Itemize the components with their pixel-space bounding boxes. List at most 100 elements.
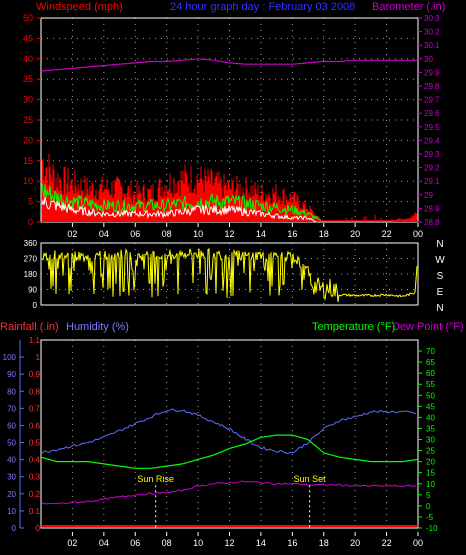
barometer-y-tick-label: 29 (424, 191, 433, 200)
climate-panel-time-tick-label: 08 (162, 538, 172, 548)
rainfall-y-tick-label: 0.1 (29, 507, 41, 516)
humidity-y-tick-label: 70 (7, 404, 16, 413)
temperature-y-tick-label: 65 (426, 358, 435, 367)
barometer-y-tick-label: 29.6 (424, 109, 440, 118)
barometer-y-tick-label: 30 (424, 55, 433, 64)
climate-panel-time-tick-label: 06 (130, 538, 140, 548)
barometer-y-tick-label: 29.2 (424, 164, 440, 173)
humidity-y-tick-label: 50 (7, 439, 16, 448)
barometer-y-tick-label: 30.3 (424, 14, 440, 23)
barometer-y-tick-label: 29.5 (424, 123, 440, 132)
wind-panel-time-tick-label: 00 (413, 229, 423, 239)
direction-y-tick-label: 90 (28, 286, 37, 295)
wind-y-tick-label: 45 (23, 33, 33, 43)
wind-panel-time-tick-label: 10 (193, 229, 203, 239)
rainfall-axis-title: Rainfall (.in) (0, 321, 59, 333)
temperature-y-tick-label: 40 (426, 413, 435, 422)
wind-average-line (41, 183, 324, 223)
temperature-y-tick-label: 35 (426, 424, 435, 433)
compass-label-e: E (437, 287, 444, 298)
direction-y-tick-label: 270 (24, 255, 38, 264)
temperature-y-tick-label: 10 (426, 480, 435, 489)
rainfall-y-tick-label: 0.4 (29, 456, 41, 465)
temperature-line (40, 434, 419, 469)
humidity-y-tick-label: 10 (7, 507, 16, 516)
temperature-y-tick-label: 0 (426, 502, 431, 511)
barometer-y-tick-label: 29.3 (424, 150, 440, 159)
wind-panel-time-tick-label: 12 (224, 229, 234, 239)
rainfall-y-tick-label: 1.1 (29, 336, 41, 345)
compass-label-w: W (435, 255, 445, 266)
humidity-y-tick-label: 20 (7, 490, 16, 499)
wind-y-tick-label: 50 (23, 13, 33, 23)
direction-y-tick-label: 180 (24, 270, 38, 279)
rainfall-y-tick-label: 0.2 (29, 490, 41, 499)
wind-panel-time-tick-label: 16 (287, 229, 297, 239)
wind-panel-time-tick-label: 14 (256, 229, 266, 239)
rainfall-y-tick-label: 0.8 (29, 387, 41, 396)
humidity-y-tick-label: 60 (7, 421, 16, 430)
temperature-y-tick-label: 50 (426, 391, 435, 400)
temperature-y-tick-label: 30 (426, 436, 435, 445)
temperature-y-tick-label: 25 (426, 447, 435, 456)
direction-y-tick-label: 0 (33, 301, 38, 310)
wind-y-tick-label: 15 (23, 156, 33, 166)
climate-panel-frame (40, 339, 419, 529)
wind-y-tick-label: 20 (23, 135, 33, 145)
barometer-y-tick-label: 28.8 (424, 218, 440, 227)
compass-label-n: N (436, 239, 443, 250)
wind-panel-time-tick-label: 02 (67, 229, 77, 239)
humidity-y-tick-label: 30 (7, 473, 16, 482)
humidity-y-tick-label: 40 (7, 456, 16, 465)
wind-y-tick-label: 0 (28, 217, 33, 227)
temperature-y-tick-label: 45 (426, 402, 435, 411)
wind-panel-time-tick-label: 18 (319, 229, 329, 239)
wind-panel-time-tick-label: 22 (382, 229, 392, 239)
wind-minimum-line (41, 196, 323, 223)
temperature-y-tick-label: 55 (426, 380, 435, 389)
barometer-y-tick-label: 29.4 (424, 136, 440, 145)
temperature-y-tick-label: -5 (426, 513, 434, 522)
climate-panel-time-tick-label: 00 (413, 538, 423, 548)
climate-panel-time-tick-label: 10 (193, 538, 203, 548)
wind-y-tick-label: 10 (23, 176, 33, 186)
rainfall-y-tick-label: 0.7 (29, 404, 41, 413)
wind-panel-time-tick-label: 04 (99, 229, 109, 239)
climate-panel-time-tick-label: 12 (224, 538, 234, 548)
temperature-y-tick-label: 5 (426, 491, 431, 500)
rainfall-y-tick-label: 0.9 (29, 370, 41, 379)
rainfall-y-tick-label: 1 (36, 353, 41, 362)
wind-panel-time-tick-label: 06 (130, 229, 140, 239)
humidity-line (41, 408, 417, 455)
humidity-y-tick-label: 100 (3, 353, 17, 362)
compass-label-s: S (437, 271, 444, 282)
windspeed-axis-title: Windspeed (mph) (36, 1, 123, 13)
humidity-y-tick-label: 90 (7, 370, 16, 379)
temperature-y-tick-label: 15 (426, 469, 435, 478)
wind-direction-line (41, 247, 418, 302)
rainfall-y-tick-label: 0.3 (29, 473, 41, 482)
climate-panel-time-tick-label: 20 (350, 538, 360, 548)
wind-y-tick-label: 35 (23, 74, 33, 84)
compass-label-n: N (436, 303, 443, 314)
direction-y-tick-label: 360 (24, 239, 38, 248)
sunrise-label: Sun Rise (137, 474, 174, 484)
humidity-axis-title: Humidity (%) (66, 321, 129, 333)
climate-panel-time-tick-label: 14 (256, 538, 266, 548)
barometer-axis-title: Barometer (.in) (372, 1, 445, 13)
wind-panel-time-tick-label: 08 (162, 229, 172, 239)
chart-panels: 0510152025303540455028.828.92929.129.229… (3, 13, 446, 548)
wind-y-tick-label: 5 (28, 197, 33, 207)
climate-panel-time-tick-label: 04 (99, 538, 109, 548)
barometer-line (40, 58, 418, 72)
barometer-y-tick-label: 29.1 (424, 177, 440, 186)
barometer-y-tick-label: 28.9 (424, 204, 440, 213)
wind-y-tick-label: 30 (23, 95, 33, 105)
sunset-label: Sun Set (294, 474, 327, 484)
rainfall-y-tick-label: 0.6 (29, 421, 41, 430)
rainfall-y-tick-label: 0 (36, 524, 41, 533)
rainfall-y-tick-label: 0.5 (29, 439, 41, 448)
climate-panel-time-tick-label: 16 (287, 538, 297, 548)
wind-panel-time-tick-label: 20 (350, 229, 360, 239)
